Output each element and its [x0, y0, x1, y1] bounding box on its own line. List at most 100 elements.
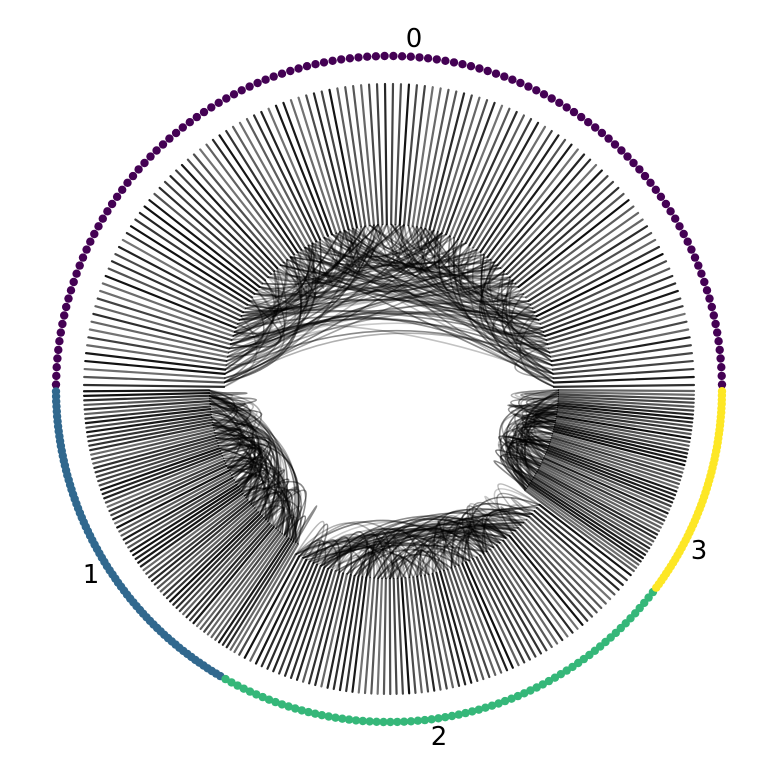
- edge-bundle: [369, 224, 551, 354]
- edge-spoke: [104, 454, 224, 504]
- edge-bundle: [323, 528, 449, 571]
- edge-spoke: [272, 563, 319, 673]
- edge-bundle: [286, 258, 524, 298]
- edge-bundle: [523, 402, 559, 480]
- edge-spoke: [464, 117, 533, 245]
- edge-spoke: [195, 527, 277, 628]
- edge-bundle: [361, 543, 445, 578]
- edge-spoke: [404, 577, 417, 694]
- edge-spoke: [95, 439, 218, 478]
- node-dot-group-0: [717, 380, 727, 389]
- edge-bundle: [500, 506, 522, 529]
- edge-bundle: [510, 438, 551, 475]
- group-label-1: 1: [83, 560, 100, 590]
- edge-spoke: [305, 94, 346, 232]
- edge-bundle: [520, 400, 559, 479]
- node-dot-group-2: [284, 702, 293, 711]
- edge-spoke: [552, 367, 695, 380]
- edge-bundle: [298, 519, 527, 558]
- edge-spoke: [85, 410, 212, 429]
- edge-bundle: [323, 527, 495, 569]
- edge-bundle: [257, 505, 286, 533]
- edge-bundle: [419, 228, 435, 275]
- edge-spoke: [295, 569, 333, 681]
- edge-bundle: [532, 403, 559, 411]
- edge-spoke: [172, 515, 263, 606]
- edge-spoke: [554, 419, 690, 447]
- edge-spoke: [457, 564, 503, 674]
- edge-spoke: [90, 320, 230, 354]
- edge-spoke: [88, 328, 229, 358]
- edge-spoke: [274, 104, 329, 237]
- edge-bundle: [497, 483, 540, 524]
- node-dot-group-0: [337, 55, 346, 64]
- edge-bundle: [304, 246, 499, 289]
- edge-spoke: [87, 418, 213, 443]
- edge-bundle: [465, 520, 488, 555]
- edge-bundle: [214, 428, 246, 445]
- node-dot-group-2: [291, 704, 300, 713]
- edge-spoke: [114, 467, 229, 525]
- node-dot-group-0: [103, 207, 112, 216]
- node-dot-group-0: [64, 294, 73, 303]
- node-dot-group-0: [118, 185, 127, 194]
- node-dot-group-0: [78, 253, 88, 262]
- edge-spoke: [423, 574, 448, 690]
- edge-bundle: [416, 226, 534, 310]
- node-dot-group-0: [491, 69, 501, 78]
- edge-spoke: [308, 571, 341, 685]
- edge-spoke: [278, 565, 322, 675]
- edge-spoke: [528, 515, 616, 596]
- edge-spoke: [456, 110, 518, 241]
- edge-bundle: [226, 322, 551, 362]
- edge-bundle: [524, 393, 559, 398]
- edge-bundle: [211, 421, 273, 526]
- edge-bundle: [240, 223, 401, 317]
- node-dot-group-0: [90, 229, 99, 239]
- edge-spoke: [137, 490, 243, 564]
- edge-spoke: [499, 541, 569, 638]
- node-dot-group-0: [524, 82, 533, 91]
- node-dot-group-2: [441, 713, 450, 722]
- edge-bundle: [270, 232, 337, 284]
- edge-bundle: [252, 490, 293, 531]
- edge-bundle: [208, 392, 251, 442]
- edge-bundle: [267, 224, 375, 294]
- edge-bundle: [389, 554, 411, 580]
- edge-spoke: [116, 469, 230, 529]
- edge-spoke: [314, 572, 345, 687]
- group-label-0: 0: [406, 24, 423, 54]
- edge-bundle: [452, 239, 511, 294]
- edge-bundle: [215, 437, 300, 541]
- edge-spoke: [254, 558, 308, 665]
- edge-bundle: [339, 230, 554, 375]
- edge-spoke: [89, 424, 214, 452]
- edge-bundle: [263, 486, 298, 523]
- edge-bundle: [242, 224, 375, 313]
- edge-bundle: [532, 393, 559, 409]
- edge-bundle: [439, 527, 474, 572]
- edge-spoke: [120, 474, 233, 537]
- edge-spoke: [118, 472, 231, 533]
- edge-spoke: [85, 413, 212, 434]
- edge-spoke: [550, 438, 682, 482]
- edge-spoke: [96, 297, 233, 342]
- edge-spoke: [134, 218, 253, 299]
- edge-bundle: [283, 258, 492, 293]
- edge-bundle: [323, 236, 478, 265]
- edge-spoke: [461, 563, 509, 672]
- edge-spoke: [94, 305, 232, 346]
- edge-bundle: [226, 227, 427, 358]
- edge-spoke: [554, 423, 689, 455]
- edge-bundle: [516, 402, 559, 491]
- edge-spoke: [363, 577, 376, 695]
- node-dot-group-0: [261, 75, 270, 84]
- edge-spoke: [169, 175, 272, 275]
- edge-bundle: [283, 515, 307, 544]
- edge-bundle: [534, 411, 558, 428]
- edge-bundle: [224, 224, 405, 371]
- edge-bundle: [342, 554, 364, 578]
- edge-bundle: [431, 506, 538, 575]
- edge-spoke: [475, 129, 553, 251]
- edge-bundle: [256, 285, 549, 345]
